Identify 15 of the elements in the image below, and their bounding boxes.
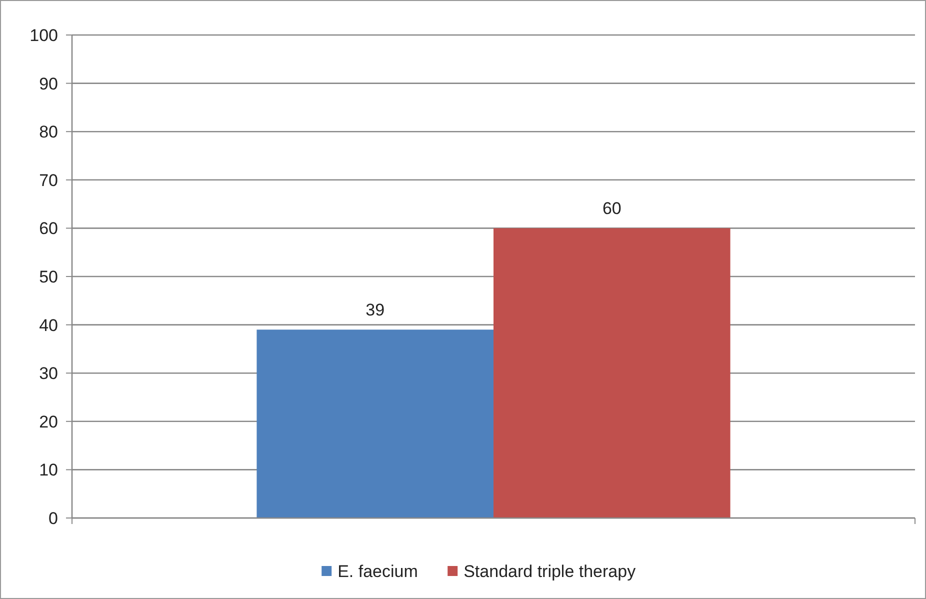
y-tick-label: 20 xyxy=(39,412,58,432)
legend-label: E. faecium xyxy=(338,562,418,581)
y-tick-label: 0 xyxy=(48,508,58,528)
data-label: 39 xyxy=(366,300,385,320)
y-tick-label: 40 xyxy=(39,316,58,335)
y-tick-label: 70 xyxy=(39,170,58,190)
y-tick-label: 60 xyxy=(39,219,58,238)
y-tick-label: 50 xyxy=(39,267,58,286)
y-tick-label: 100 xyxy=(30,26,58,45)
y-tick-label: 90 xyxy=(39,74,58,94)
y-tick-label: 30 xyxy=(39,364,58,384)
data-label: 60 xyxy=(602,199,622,218)
y-tick-label: 80 xyxy=(39,122,58,142)
legend-label: Standard triple therapy xyxy=(464,562,636,581)
y-tick-label: 10 xyxy=(39,460,58,480)
